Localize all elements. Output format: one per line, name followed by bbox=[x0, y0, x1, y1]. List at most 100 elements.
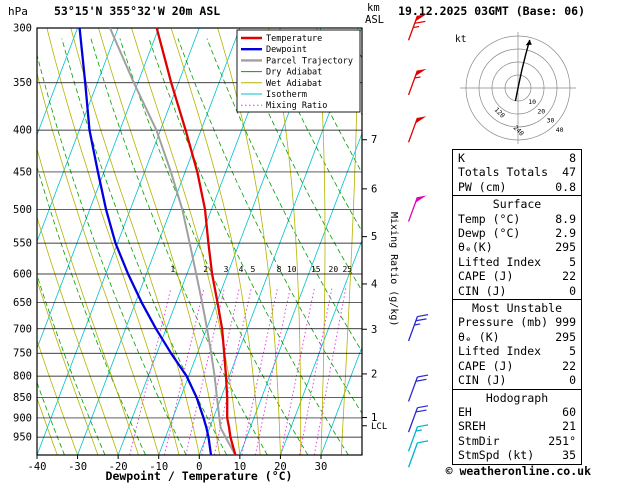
mixing-ratio-line-label: 4 bbox=[239, 265, 244, 274]
stats-section-title: Hodograph bbox=[485, 390, 549, 405]
stats-row: θₑ(K) 295 bbox=[453, 240, 581, 254]
stats-box: Hodograph EH 60 SREH 21 StmDir 251° StmSpd (kt)… bbox=[452, 388, 582, 465]
km-tick-label: 4 bbox=[371, 278, 377, 290]
x-axis-title: Dewpoint / Temperature (°C) bbox=[106, 469, 293, 483]
temp-tick-label: -40 bbox=[28, 461, 47, 473]
stats-value: 0 bbox=[569, 373, 576, 388]
legend-label: Parcel Trajectory bbox=[266, 56, 353, 66]
pressure-tick-label: 950 bbox=[13, 432, 32, 444]
km-tick-label: 5 bbox=[371, 231, 377, 243]
mixing-ratio-line-label: 3 bbox=[224, 265, 229, 274]
pressure-tick-label: 850 bbox=[13, 392, 32, 404]
stats-section-title: Surface bbox=[492, 197, 542, 212]
mixing-ratio-line-label: 8 bbox=[277, 265, 282, 274]
stats-row: CAPE (J) 22 bbox=[453, 269, 581, 283]
stats-label: CAPE (J) bbox=[458, 269, 514, 284]
temp-tick-label: -10 bbox=[149, 461, 168, 473]
pressure-tick-label: 350 bbox=[13, 77, 32, 89]
stats-label: Temp (°C) bbox=[458, 211, 521, 226]
wind-barb bbox=[407, 405, 429, 433]
stats-label: StmDir bbox=[458, 433, 500, 448]
stats-value: 999 bbox=[555, 315, 576, 330]
stats-value: 251° bbox=[548, 433, 576, 448]
hodo-ring-label: 30 bbox=[547, 117, 555, 125]
km-tick-label: 6 bbox=[371, 183, 377, 195]
stats-value: 5 bbox=[569, 344, 576, 359]
stats-value: 0.8 bbox=[555, 179, 576, 194]
stats-label: Lifted Index bbox=[458, 344, 542, 359]
mixing-ratio-line-label: 2 bbox=[203, 265, 208, 274]
temp-tick-label: 20 bbox=[274, 461, 287, 473]
pressure-tick-label: 750 bbox=[13, 348, 32, 360]
pressure-tick-label: 500 bbox=[13, 204, 32, 216]
pressure-tick-label: 700 bbox=[13, 323, 32, 335]
stats-row: Lifted Index 5 bbox=[453, 344, 581, 358]
stats-value: 22 bbox=[562, 269, 576, 284]
stats-value: 60 bbox=[562, 404, 576, 419]
stats-row: Dewp (°C) 2.9 bbox=[453, 226, 581, 240]
valid-time: 19.12.2025 03GMT (Base: 06) bbox=[398, 4, 585, 18]
wind-barbs bbox=[407, 14, 429, 468]
stats-value: 35 bbox=[562, 448, 576, 463]
km-asl-axis: 1 2 3 4 5 6 7 LCL bbox=[362, 134, 387, 432]
stats-box: Surface Temp (°C) 8.9 Dewp (°C) 2.9 θₑ(K) 295 L… bbox=[452, 195, 582, 301]
pressure-tick-label: 600 bbox=[13, 269, 32, 281]
hodo-azimuth-label: 120 bbox=[493, 106, 507, 120]
mixing-ratio-axis-label: Mixing Ratio (g/kg) bbox=[388, 212, 399, 326]
stats-label: CIN (J) bbox=[458, 373, 507, 388]
stats-value: 8 bbox=[569, 151, 576, 165]
stats-panel: K 8 Totals Totals 47 PW (cm) 0.8 Surface Temp (… bbox=[452, 149, 582, 465]
stats-row: Totals Totals 47 bbox=[453, 165, 581, 179]
stats-label: StmSpd (kt) bbox=[458, 448, 535, 463]
temp-tick-label: -20 bbox=[109, 461, 128, 473]
wind-barb bbox=[407, 195, 427, 222]
lcl-label: LCL bbox=[371, 422, 387, 432]
hodo-ring-label: 10 bbox=[528, 98, 536, 106]
stats-row: EH 60 bbox=[453, 405, 581, 419]
temp-tick-label: 30 bbox=[315, 461, 328, 473]
stats-label: SREH bbox=[458, 419, 486, 434]
stats-label: PW (cm) bbox=[458, 179, 507, 194]
stats-row: Pressure (mb) 999 bbox=[453, 315, 581, 329]
stats-row: θₑ (K) 295 bbox=[453, 330, 581, 344]
stats-label: θₑ (K) bbox=[458, 329, 500, 344]
legend-label: Dry Adiabat bbox=[266, 68, 322, 78]
pressure-axis-unit: hPa bbox=[8, 5, 28, 18]
mixing-ratio-labels: 1 2 3 4 5 8 10 15 20 25 bbox=[170, 265, 352, 274]
stats-value: 21 bbox=[562, 419, 576, 434]
wind-barb bbox=[407, 116, 427, 143]
stats-value: 22 bbox=[562, 358, 576, 373]
stats-row: CIN (J) 0 bbox=[453, 373, 581, 387]
legend-label: Mixing Ratio bbox=[266, 101, 327, 111]
wind-barb bbox=[407, 440, 429, 468]
km-axis-unit: km bbox=[367, 2, 380, 14]
legend-label: Dewpoint bbox=[266, 45, 307, 55]
stats-label: Totals Totals bbox=[458, 165, 549, 180]
mixing-ratio-line-label: 5 bbox=[251, 265, 256, 274]
stats-value: 8.9 bbox=[555, 211, 576, 226]
parcel-trajectory-curve bbox=[109, 28, 237, 455]
legend-label: Temperature bbox=[266, 34, 322, 44]
dry-adiabat-lines bbox=[37, 38, 362, 455]
mixing-ratio-line-label: 10 bbox=[287, 265, 297, 274]
stats-row: SREH 21 bbox=[453, 419, 581, 433]
asl-axis-unit: ASL bbox=[365, 14, 384, 26]
stats-value: 295 bbox=[555, 240, 576, 255]
temp-axis-labels: -40 -30 -20 -10 0 10 20 30 bbox=[28, 455, 328, 473]
pressure-tick-label: 400 bbox=[13, 125, 32, 137]
stats-row: StmSpd (kt) 35 bbox=[453, 448, 581, 462]
pressure-tick-label: 800 bbox=[13, 371, 32, 383]
station-title: 53°15'N 355°32'W 20m ASL bbox=[54, 4, 221, 18]
wind-barb bbox=[407, 314, 429, 342]
stats-row: Temp (°C) 8.9 bbox=[453, 212, 581, 226]
mixing-ratio-lines bbox=[129, 287, 347, 455]
hodo-ring-label: 20 bbox=[537, 107, 545, 115]
temp-tick-label: -30 bbox=[68, 461, 87, 473]
stats-label: Lifted Index bbox=[458, 254, 542, 269]
stats-row: StmDir 251° bbox=[453, 434, 581, 448]
temp-tick-label: 10 bbox=[234, 461, 247, 473]
hodo-trace bbox=[514, 39, 531, 102]
